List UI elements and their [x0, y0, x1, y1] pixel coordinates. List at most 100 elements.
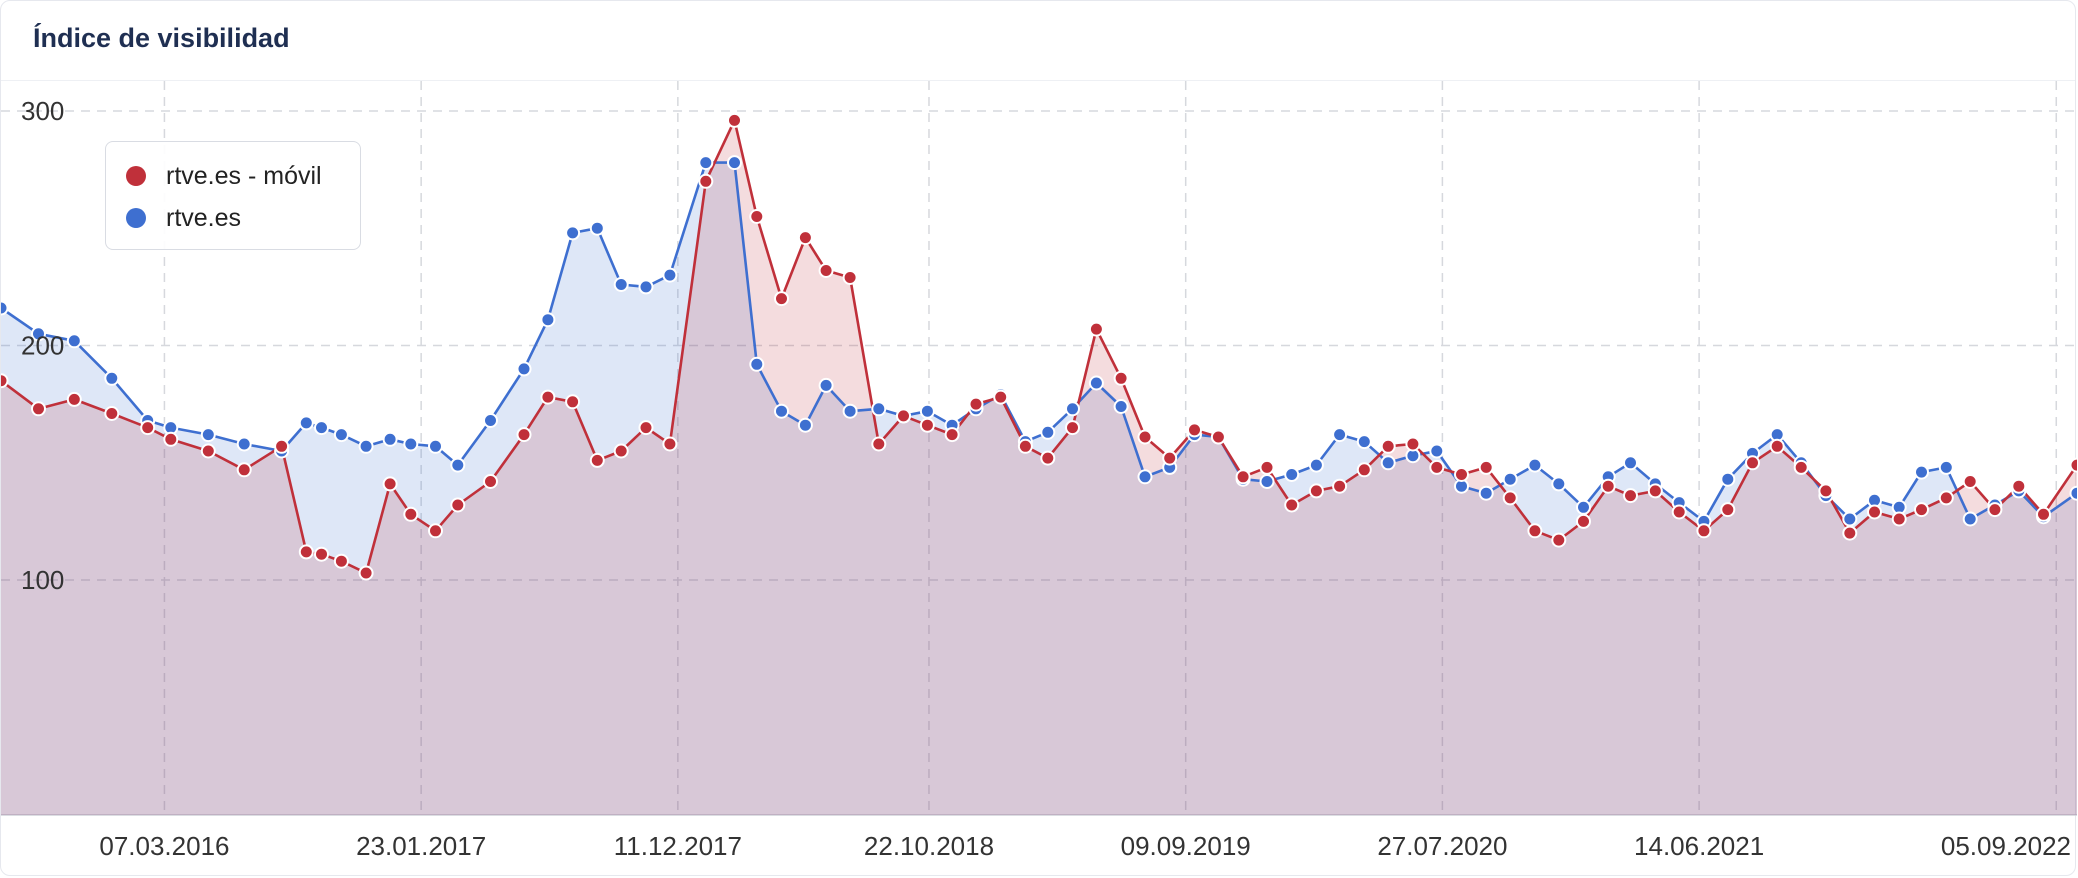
data-point-mobile: [1088, 321, 1104, 337]
data-point-mobile: [842, 270, 858, 285]
data-point-mobile: [565, 394, 581, 410]
data-point-desktop: [1938, 459, 1954, 475]
data-point-desktop: [1478, 485, 1494, 501]
data-point-mobile: [358, 565, 374, 581]
series-area-mobile: [1, 120, 2077, 815]
data-point-desktop: [298, 415, 314, 431]
data-point-mobile: [163, 431, 179, 447]
data-point-desktop: [540, 312, 556, 328]
data-point-mobile: [1576, 513, 1591, 529]
data-point-mobile: [314, 546, 329, 562]
data-point-mobile: [662, 436, 678, 452]
data-point-desktop: [613, 277, 629, 292]
data-point-mobile: [1720, 502, 1736, 518]
data-point-desktop: [1380, 455, 1396, 471]
data-point-mobile: [698, 173, 714, 189]
data-point-desktop: [1962, 511, 1978, 527]
data-point-mobile: [540, 389, 556, 405]
data-point-mobile: [774, 291, 789, 307]
data-point-desktop: [1040, 424, 1056, 440]
data-point-mobile: [1187, 422, 1202, 438]
data-point-desktop: [1, 300, 9, 316]
data-point-mobile: [871, 436, 887, 452]
data-point-desktop: [565, 225, 581, 241]
data-point-desktop: [428, 438, 443, 454]
data-point-mobile: [1623, 488, 1638, 504]
data-point-mobile: [2011, 478, 2027, 494]
data-point-desktop: [403, 436, 419, 452]
data-point-mobile: [2036, 506, 2051, 522]
data-point-desktop: [236, 436, 252, 452]
data-point-mobile: [1284, 497, 1300, 513]
data-point-mobile: [1, 373, 9, 389]
card-header: Índice de visibilidad: [1, 1, 2075, 81]
data-point-mobile: [1380, 438, 1396, 454]
data-point-mobile: [2069, 457, 2077, 473]
data-point-desktop: [314, 420, 329, 436]
data-point-desktop: [483, 413, 498, 428]
data-point-mobile: [1745, 455, 1760, 471]
data-point-mobile: [613, 443, 629, 459]
data-point-mobile: [1938, 490, 1954, 506]
data-point-desktop: [774, 403, 789, 419]
series-areas: [1, 120, 2077, 816]
data-point-mobile: [1527, 523, 1543, 539]
legend-marker-mobile: [126, 166, 146, 186]
legend-item-mobile[interactable]: rtve.es - móvil: [126, 158, 322, 194]
data-point-mobile: [1405, 436, 1421, 452]
data-point-mobile: [993, 389, 1009, 405]
visibility-chart[interactable]: 100 200 300 07.03.2016 23.01.2017 11.12.2017…: [1, 81, 2077, 877]
chart-legend: rtve.es - móvil rtve.es: [105, 141, 361, 250]
data-point-mobile: [589, 452, 605, 468]
data-point-desktop: [2069, 485, 2077, 501]
data-point-desktop: [200, 427, 216, 443]
data-point-desktop: [333, 427, 349, 443]
legend-item-desktop[interactable]: rtve.es: [126, 200, 241, 236]
data-point-mobile: [1696, 523, 1712, 539]
x-tick-label: 23.01.2017: [356, 831, 486, 861]
legend-label-mobile: rtve.es - móvil: [166, 161, 322, 190]
data-point-mobile: [638, 420, 654, 436]
data-point-mobile: [428, 523, 443, 539]
grid-lines: [1, 81, 2077, 816]
data-point-desktop: [919, 403, 935, 419]
data-point-mobile: [236, 462, 252, 478]
data-point-mobile: [749, 209, 765, 224]
data-point-mobile: [1356, 462, 1372, 478]
data-point-mobile: [1502, 490, 1518, 506]
data-point-mobile: [1017, 438, 1033, 454]
data-point-mobile: [1478, 459, 1494, 475]
data-point-mobile: [818, 263, 834, 278]
data-point-mobile: [1551, 532, 1567, 548]
x-tick-label: 14.06.2021: [1634, 831, 1764, 861]
data-point-desktop: [1502, 471, 1518, 487]
series-line-desktop: [1, 161, 2077, 523]
data-point-mobile: [1137, 429, 1153, 445]
data-point-mobile: [1210, 429, 1226, 445]
data-point-mobile: [1671, 504, 1687, 520]
card-title: Índice de visibilidad: [33, 23, 290, 53]
x-tick-label: 22.10.2018: [864, 831, 994, 861]
data-point-mobile: [104, 406, 120, 421]
data-point-mobile: [140, 420, 156, 436]
data-point-desktop: [1527, 457, 1543, 473]
legend-marker-desktop: [126, 208, 146, 228]
data-point-mobile: [516, 427, 532, 443]
data-point-mobile: [1065, 420, 1080, 436]
y-axis-labels: 100 200 300: [21, 96, 64, 595]
series-lines: [1, 119, 2077, 575]
data-point-mobile: [1259, 459, 1275, 475]
x-tick-label: 05.09.2022: [1941, 831, 2071, 861]
data-point-desktop: [1720, 471, 1736, 487]
data-point-mobile: [968, 396, 984, 412]
data-point-mobile: [450, 497, 466, 513]
data-point-mobile: [333, 553, 349, 569]
data-point-mobile: [31, 401, 46, 417]
x-tick-label: 09.09.2019: [1121, 831, 1251, 861]
data-point-desktop: [1113, 399, 1129, 414]
data-point-mobile: [382, 476, 398, 492]
data-point-mobile: [1793, 459, 1809, 475]
data-point-desktop: [638, 279, 654, 295]
data-point-mobile: [1113, 370, 1129, 386]
data-point-mobile: [1769, 438, 1785, 454]
